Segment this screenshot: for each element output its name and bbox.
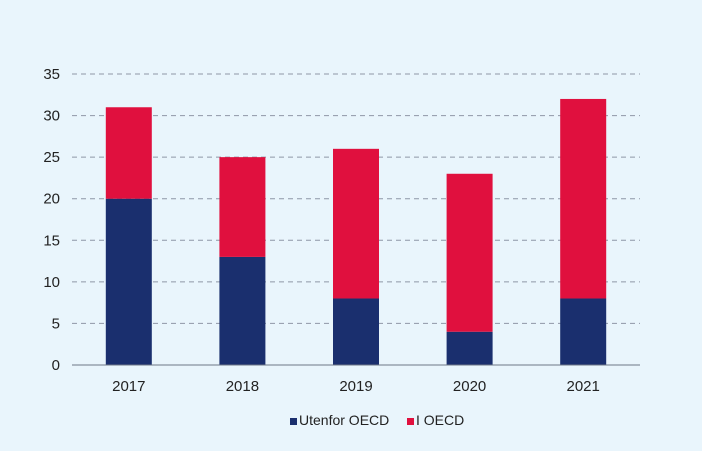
y-tick-label: 10 <box>43 274 60 291</box>
y-tick-label: 25 <box>43 149 60 166</box>
legend-label: I OECD <box>416 412 464 428</box>
y-tick-label: 0 <box>52 357 60 374</box>
bar-i-oecd-2019 <box>333 148 379 299</box>
x-tick-label: 2021 <box>567 378 600 395</box>
bar-utenfor-oecd-2021 <box>560 298 607 365</box>
bar-i-oecd-2021 <box>560 98 607 299</box>
bars <box>105 98 607 365</box>
bar-i-oecd-2017 <box>105 107 152 199</box>
bar-utenfor-oecd-2017 <box>105 198 152 365</box>
x-tick-label: 2017 <box>112 378 145 395</box>
y-tick-label: 30 <box>43 108 60 125</box>
legend-label: Utenfor OECD <box>299 412 389 428</box>
y-tick-label: 35 <box>43 66 60 83</box>
bar-utenfor-oecd-2019 <box>333 298 379 365</box>
x-tick-label: 2018 <box>226 378 259 395</box>
bar-utenfor-oecd-2020 <box>446 331 493 365</box>
bar-i-oecd-2020 <box>446 173 493 332</box>
bar-utenfor-oecd-2018 <box>219 256 266 365</box>
y-tick-label: 15 <box>43 232 60 249</box>
x-tick-label: 2019 <box>339 378 372 395</box>
legend-swatch <box>407 418 414 425</box>
bar-i-oecd-2018 <box>219 157 266 257</box>
y-tick-label: 5 <box>52 315 60 332</box>
x-tick-labels: 2017 2018 2019 2020 2021 <box>112 378 600 395</box>
legend: Utenfor OECD I OECD <box>290 412 464 428</box>
x-tick-label: 2020 <box>453 378 486 395</box>
y-tick-label: 20 <box>43 191 60 208</box>
y-tick-labels: 0 5 10 15 20 25 30 35 <box>43 66 60 374</box>
legend-swatch <box>290 418 297 425</box>
